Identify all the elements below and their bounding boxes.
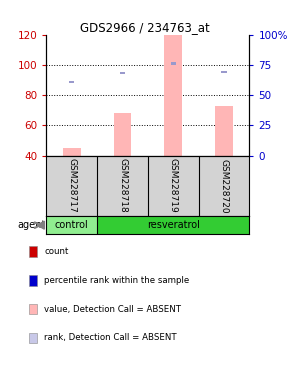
Text: count: count (44, 247, 69, 256)
Text: resveratrol: resveratrol (147, 220, 200, 230)
Bar (97, 216, 249, 234)
Bar (120, 72, 125, 74)
Text: control: control (55, 220, 89, 230)
Text: GDS2966 / 234763_at: GDS2966 / 234763_at (80, 21, 210, 34)
Bar (69, 81, 74, 83)
Text: rank, Detection Call = ABSENT: rank, Detection Call = ABSENT (44, 333, 177, 343)
Text: GSM228720: GSM228720 (220, 159, 229, 213)
Bar (114, 113, 131, 156)
Text: agent: agent (17, 220, 46, 230)
Bar (171, 63, 176, 65)
Text: percentile rank within the sample: percentile rank within the sample (44, 276, 190, 285)
Bar (215, 106, 233, 156)
Text: GSM228719: GSM228719 (169, 159, 178, 213)
Bar (63, 148, 81, 156)
Bar (164, 35, 182, 156)
Text: value, Detection Call = ABSENT: value, Detection Call = ABSENT (44, 305, 181, 314)
Bar (222, 71, 226, 73)
Text: GSM228717: GSM228717 (67, 159, 76, 213)
Polygon shape (37, 221, 44, 229)
Bar (46, 216, 97, 234)
Text: GSM228718: GSM228718 (118, 159, 127, 213)
